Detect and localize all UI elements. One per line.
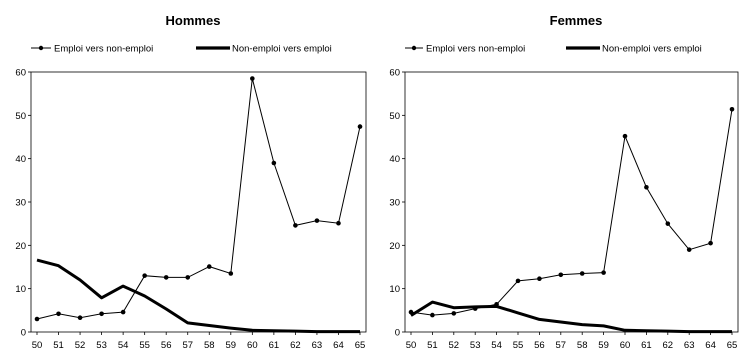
data-point-emploi-vers-non-emploi — [708, 240, 713, 246]
data-point-emploi-vers-non-emploi — [99, 311, 104, 317]
x-tick-label: 64 — [333, 340, 344, 351]
data-point-emploi-vers-non-emploi — [601, 270, 606, 275]
legend-swatch-marker — [411, 45, 417, 51]
x-tick-label: 56 — [534, 340, 545, 351]
chart-panel-2: Femmes Emploi vers non-emploi Non-emploi v… — [389, 13, 739, 351]
y-tick-label: 50 — [389, 111, 400, 122]
data-point-emploi-vers-non-emploi — [314, 218, 320, 223]
data-point-emploi-vers-non-emploi — [271, 160, 277, 166]
data-point-emploi-vers-non-emploi — [558, 272, 564, 278]
x-tick-label: 51 — [53, 340, 64, 351]
data-point-emploi-vers-non-emploi — [451, 311, 457, 316]
data-point-emploi-vers-non-emploi — [120, 309, 126, 315]
x-tick-label: 60 — [620, 340, 631, 351]
data-point-emploi-vers-non-emploi — [336, 220, 341, 226]
x-tick-label: 62 — [663, 340, 674, 351]
legend-swatch-marker — [38, 45, 44, 51]
legend-label: Emploi vers non-emploi — [54, 44, 153, 55]
series-line-non-emploi-vers-emploi — [410, 300, 732, 334]
x-tick-label: 50 — [406, 340, 417, 351]
data-point-emploi-vers-non-emploi — [228, 271, 234, 276]
x-tick-label: 54 — [491, 340, 502, 351]
data-point-emploi-vers-non-emploi — [206, 264, 212, 269]
data-point-emploi-vers-non-emploi — [665, 221, 671, 226]
x-tick-label: 62 — [290, 340, 301, 351]
x-tick-label: 64 — [705, 340, 716, 351]
data-point-emploi-vers-non-emploi — [293, 223, 298, 228]
data-point-emploi-vers-non-emploi — [472, 306, 478, 311]
legend-label: Non-emploi vers emploi — [602, 44, 702, 55]
data-point-emploi-vers-non-emploi — [515, 278, 521, 284]
series-line-emploi-vers-non-emploi — [36, 78, 361, 320]
data-point-emploi-vers-non-emploi — [579, 271, 585, 276]
data-point-emploi-vers-non-emploi — [56, 311, 61, 317]
legend-label: Non-emploi vers emploi — [232, 44, 332, 55]
y-tick-label: 60 — [389, 68, 400, 79]
y-tick-label: 50 — [15, 111, 26, 122]
data-point-emploi-vers-non-emploi — [163, 275, 169, 280]
x-tick-label: 61 — [269, 340, 280, 351]
data-point-emploi-vers-non-emploi — [494, 301, 499, 307]
x-tick-label: 63 — [684, 340, 695, 351]
data-point-emploi-vers-non-emploi — [34, 316, 40, 322]
chart-title: Femmes — [550, 13, 603, 28]
y-tick-label: 10 — [15, 284, 26, 295]
y-tick-label: 30 — [15, 198, 26, 209]
data-point-emploi-vers-non-emploi — [185, 275, 191, 280]
x-tick-label: 53 — [96, 340, 107, 351]
data-point-emploi-vers-non-emploi — [537, 276, 542, 282]
series-line-emploi-vers-non-emploi — [410, 109, 733, 316]
y-tick-label: 40 — [15, 154, 26, 165]
y-tick-label: 10 — [389, 284, 400, 295]
x-tick-label: 58 — [577, 340, 588, 351]
x-tick-label: 50 — [32, 340, 43, 351]
x-tick-label: 56 — [161, 340, 172, 351]
y-tick-label: 20 — [389, 241, 400, 252]
data-point-emploi-vers-non-emploi — [142, 273, 147, 278]
y-tick-label: 40 — [389, 154, 400, 165]
x-tick-label: 57 — [182, 340, 193, 351]
plot-frame — [30, 71, 367, 333]
data-point-emploi-vers-non-emploi — [408, 309, 414, 315]
x-tick-label: 53 — [470, 340, 481, 351]
y-tick-label: 0 — [21, 328, 26, 339]
data-point-emploi-vers-non-emploi — [622, 133, 628, 139]
data-point-emploi-vers-non-emploi — [357, 124, 363, 129]
x-tick-label: 61 — [641, 340, 652, 351]
x-tick-label: 55 — [513, 340, 524, 351]
x-tick-label: 60 — [247, 340, 258, 351]
data-point-emploi-vers-non-emploi — [686, 247, 692, 252]
y-tick-label: 0 — [395, 328, 400, 339]
y-tick-label: 20 — [15, 241, 26, 252]
y-tick-label: 30 — [389, 198, 400, 209]
series-line-non-emploi-vers-emploi — [36, 258, 360, 334]
x-tick-label: 57 — [556, 340, 567, 351]
x-tick-label: 65 — [355, 340, 366, 351]
x-tick-label: 51 — [427, 340, 438, 351]
plot-frame — [404, 71, 739, 333]
chart-title: Hommes — [166, 13, 221, 28]
x-tick-label: 55 — [139, 340, 150, 351]
chart-panel-1: Hommes Emploi vers non-emploi Non-emploi v… — [15, 13, 367, 351]
x-tick-label: 52 — [449, 340, 460, 351]
data-point-emploi-vers-non-emploi — [250, 76, 255, 81]
data-point-emploi-vers-non-emploi — [430, 312, 435, 318]
x-tick-label: 59 — [226, 340, 237, 351]
x-tick-label: 63 — [312, 340, 323, 351]
data-point-emploi-vers-non-emploi — [644, 184, 649, 190]
x-tick-label: 59 — [598, 340, 609, 351]
legend-label: Emploi vers non-emploi — [426, 44, 525, 55]
x-tick-label: 54 — [118, 340, 129, 351]
x-tick-label: 58 — [204, 340, 215, 351]
x-tick-label: 52 — [75, 340, 86, 351]
y-tick-label: 60 — [15, 68, 26, 79]
data-point-emploi-vers-non-emploi — [729, 106, 735, 112]
data-point-emploi-vers-non-emploi — [77, 315, 83, 321]
x-tick-label: 65 — [727, 340, 738, 351]
